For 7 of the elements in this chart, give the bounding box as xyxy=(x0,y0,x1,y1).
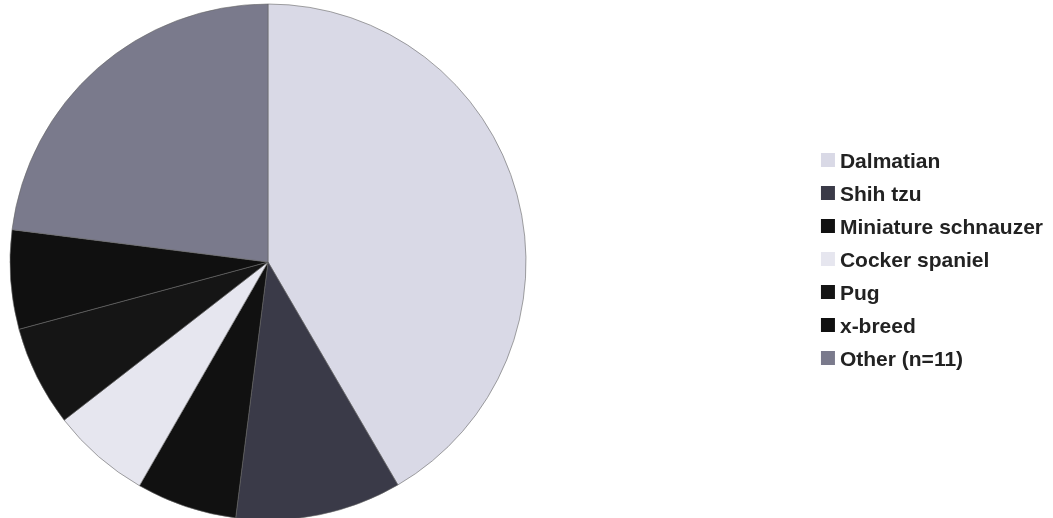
legend-label: Pug xyxy=(839,280,880,304)
legend-label: x-breed xyxy=(839,313,916,337)
legend-label: Dalmatian xyxy=(839,148,941,172)
legend-label: Shih tzu xyxy=(839,181,922,205)
legend-label: Cocker spaniel xyxy=(839,247,990,271)
legend-label: Miniature schnauzer xyxy=(839,214,1044,238)
legend-label: Other (n=11) xyxy=(839,346,964,370)
